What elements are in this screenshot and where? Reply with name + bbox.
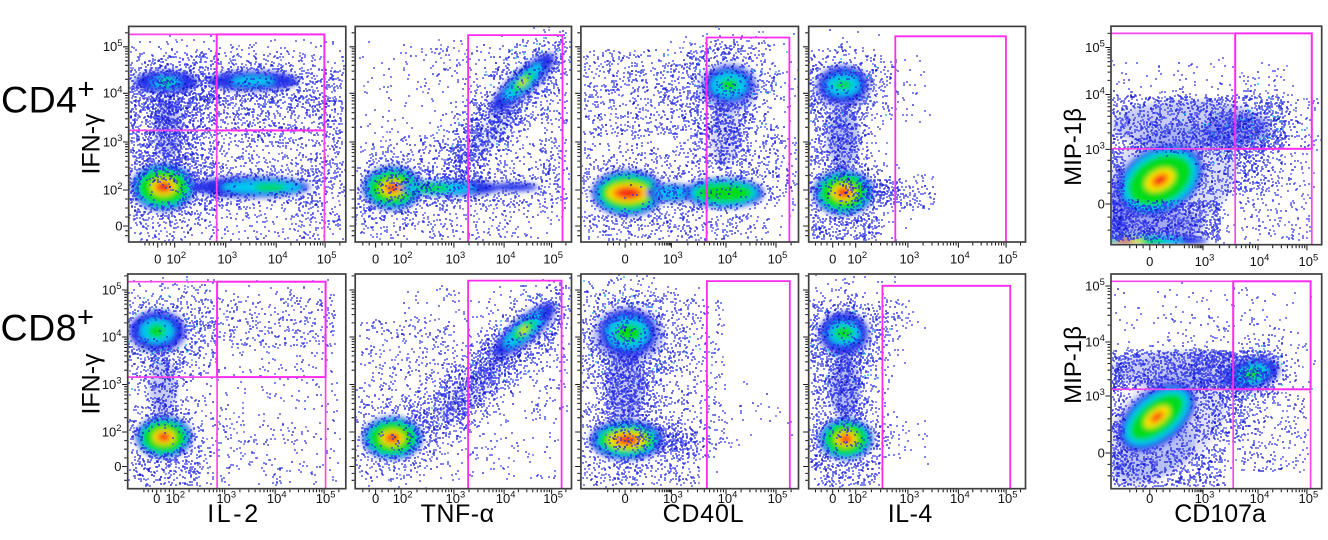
svg-text:MIP-1β: MIP-1β <box>1060 326 1087 404</box>
svg-text:TNF-α: TNF-α <box>421 500 495 528</box>
svg-text:0: 0 <box>621 491 628 506</box>
svg-text:0: 0 <box>1146 491 1153 506</box>
svg-text:0: 0 <box>115 218 122 233</box>
svg-text:0: 0 <box>372 491 379 506</box>
svg-text:CD8+: CD8+ <box>1 302 95 349</box>
svg-text:0: 0 <box>621 251 628 266</box>
svg-text:0: 0 <box>1098 196 1105 211</box>
svg-text:0: 0 <box>153 491 160 506</box>
svg-text:MIP-1β: MIP-1β <box>1060 108 1087 186</box>
svg-text:CD40L: CD40L <box>663 500 745 528</box>
svg-text:0: 0 <box>154 251 161 266</box>
svg-text:0: 0 <box>1146 254 1153 269</box>
svg-text:IL-4: IL-4 <box>888 500 933 528</box>
svg-text:IFN-γ: IFN-γ <box>78 353 106 415</box>
svg-text:CD107a: CD107a <box>1174 500 1266 528</box>
svg-text:0: 0 <box>829 491 836 506</box>
svg-text:0: 0 <box>829 251 836 266</box>
svg-text:0: 0 <box>1098 445 1105 460</box>
svg-text:0: 0 <box>114 459 121 474</box>
svg-text:IFN-γ: IFN-γ <box>78 113 106 175</box>
svg-text:0: 0 <box>372 251 379 266</box>
svg-text:IL-2: IL-2 <box>207 500 260 528</box>
